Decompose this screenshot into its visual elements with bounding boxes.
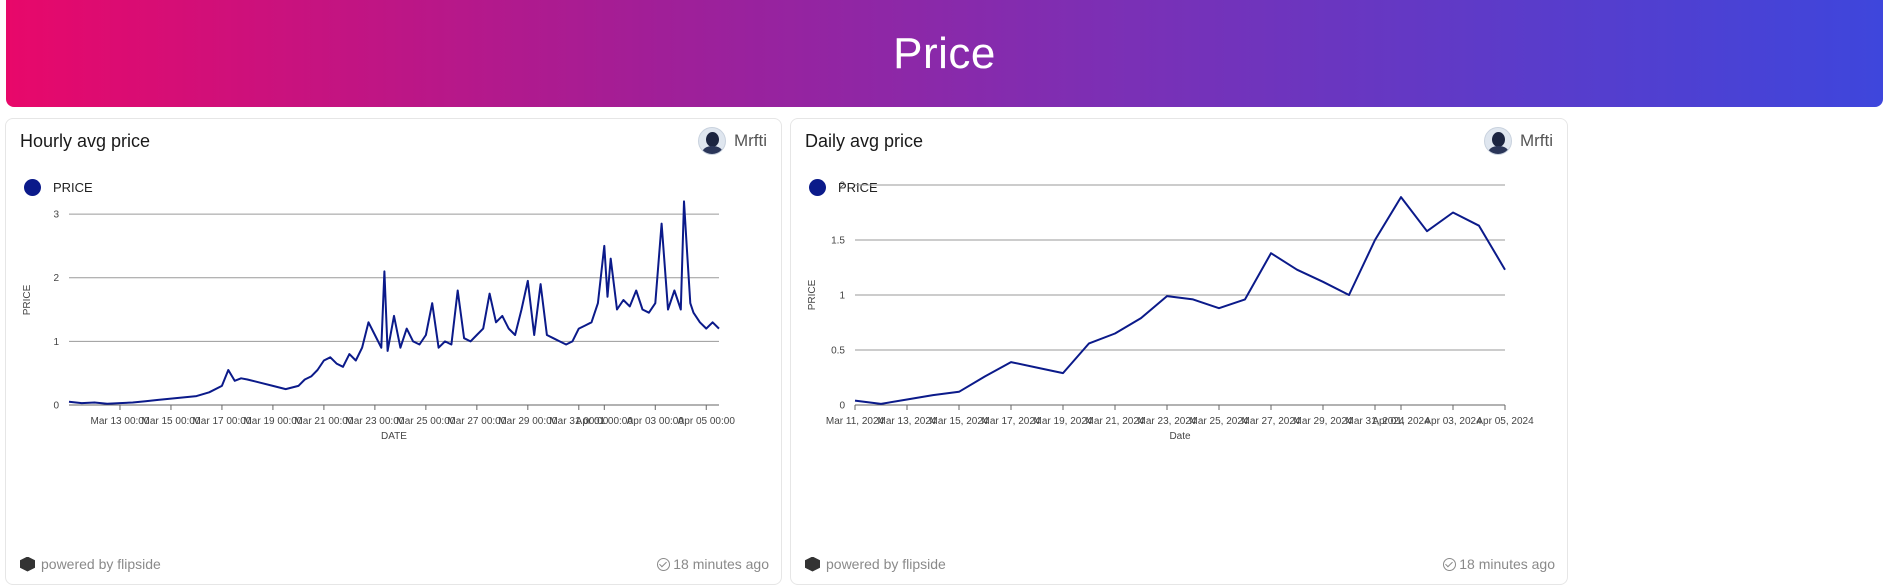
legend-dot-icon (809, 179, 826, 196)
x-tick-label: Mar 25, 2024 (1190, 416, 1249, 427)
x-tick-label: Mar 15, 2024 (930, 416, 989, 427)
legend-label: PRICE (53, 180, 93, 195)
page-title: Price (893, 28, 996, 78)
x-tick-label: Apr 05, 2024 (1476, 416, 1534, 427)
x-tick-label: Mar 13 00:00 (91, 416, 150, 427)
x-tick-label: Mar 19, 2024 (1034, 416, 1093, 427)
x-tick-label: Mar 11, 2024 (826, 416, 885, 427)
x-tick-label: Mar 13, 2024 (878, 416, 937, 427)
x-tick-label: Mar 27, 2024 (1242, 416, 1301, 427)
y-tick-label: 2 (53, 273, 59, 284)
y-tick-label: 3 (53, 210, 59, 221)
check-circle-icon (1443, 557, 1457, 571)
page-header-banner: Price (6, 0, 1883, 107)
x-tick-label: Mar 19 00:00 (243, 416, 302, 427)
legend-dot-icon (24, 179, 41, 196)
y-axis-label: PRICE (807, 279, 818, 310)
x-tick-label: Mar 23 00:00 (345, 416, 404, 427)
card-title: Daily avg price (805, 131, 924, 151)
x-tick-label: Mar 21 00:00 (294, 416, 353, 427)
last-updated-text: 18 minutes ago (673, 556, 769, 572)
x-tick-label: Mar 21, 2024 (1086, 416, 1145, 427)
x-tick-label: Apr 03, 2024 (1424, 416, 1482, 427)
x-tick-label: Apr 05 00:00 (678, 416, 736, 427)
y-tick-label: 0.5 (831, 346, 845, 357)
legend-label: PRICE (838, 180, 878, 195)
last-updated: 18 minutes ago (657, 556, 769, 572)
author-name: Mrfti (733, 131, 767, 150)
x-tick-label: Apr 03 00:00 (627, 416, 685, 427)
flipside-logo-icon (20, 556, 35, 572)
x-tick-label: Mar 31, 2024 (1346, 416, 1405, 427)
x-tick-label: Mar 29, 2024 (1294, 416, 1353, 427)
x-axis-label: DATE (381, 431, 407, 442)
series-line-price (68, 200, 720, 405)
author-badge[interactable]: Mrfti (1483, 127, 1553, 155)
x-tick-label: Mar 17, 2024 (982, 416, 1041, 427)
x-tick-label: Mar 29 00:00 (498, 416, 557, 427)
x-tick-label: Apr 01 00:00 (576, 416, 634, 427)
powered-by[interactable]: powered by flipside (805, 556, 946, 572)
chart-legend[interactable]: PRICE (24, 179, 93, 196)
x-tick-label: Mar 23, 2024 (1138, 416, 1197, 427)
y-tick-label: 1.5 (831, 236, 845, 247)
chart-card-hourly: Hourly avg price Mrfti PRICE 0 1 2 3 Mar 13 … (5, 118, 782, 585)
author-name: Mrfti (1519, 131, 1553, 150)
x-tick-label: Mar 25 00:00 (396, 416, 455, 427)
y-tick-label: 1 (839, 291, 845, 302)
x-tick-label: Mar 15 00:00 (141, 416, 200, 427)
last-updated-text: 18 minutes ago (1459, 556, 1555, 572)
avatar (1483, 127, 1512, 155)
x-tick-label: Apr 01, 2024 (1372, 416, 1430, 427)
check-circle-icon (657, 557, 671, 571)
avatar (697, 127, 726, 155)
x-tick-label: Mar 31 00:00 (549, 416, 608, 427)
chart-legend[interactable]: PRICE (809, 179, 878, 196)
y-tick-label: 2 (839, 181, 845, 192)
y-axis-label: PRICE (22, 284, 33, 315)
series-line-price (854, 196, 1506, 405)
y-tick-label: 1 (53, 337, 59, 348)
x-tick-label: Mar 17 00:00 (192, 416, 251, 427)
y-tick-label: 0 (839, 401, 845, 412)
powered-by-text: powered by flipside (41, 556, 161, 572)
x-axis-label: Date (1169, 431, 1191, 442)
author-badge[interactable]: Mrfti (697, 127, 767, 155)
flipside-logo-icon (805, 556, 820, 572)
card-title: Hourly avg price (20, 131, 151, 151)
chart-card-daily: Daily avg price Mrfti PRICE 0 0.5 1 1.5 2 Mar… (790, 118, 1568, 585)
y-tick-label: 0 (53, 401, 59, 412)
powered-by-text: powered by flipside (826, 556, 946, 572)
powered-by[interactable]: powered by flipside (20, 556, 161, 572)
x-tick-label: Mar 27 00:00 (447, 416, 506, 427)
last-updated: 18 minutes ago (1443, 556, 1555, 572)
